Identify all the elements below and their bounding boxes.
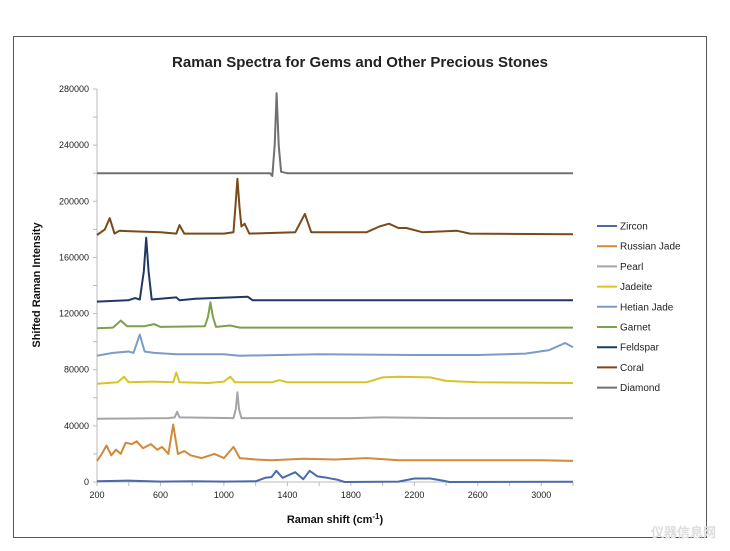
series-line-diamond <box>97 92 573 177</box>
y-axis-label: Shifted Raman Intensity <box>31 221 43 347</box>
legend-label: Coral <box>620 363 644 374</box>
y-tick-label: 120000 <box>59 309 89 319</box>
y-tick-label: 40000 <box>64 421 89 431</box>
series-line-jadeite <box>96 371 574 385</box>
y-tick-label: 0 <box>84 477 89 487</box>
chart-frame <box>13 36 707 538</box>
x-tick-label: 3000 <box>531 490 551 500</box>
legend-label: Hetian Jade <box>620 302 674 313</box>
x-tick-label: 200 <box>89 490 104 500</box>
series-line-garnet <box>96 301 573 330</box>
x-tick-label: 2200 <box>404 490 424 500</box>
y-tick-label: 160000 <box>59 252 89 262</box>
x-tick-label: 1000 <box>214 490 234 500</box>
axes: 0 40000 80000 120000 160000 200000 240000 28000… <box>59 84 574 500</box>
series-line-russian-jade <box>96 423 574 462</box>
x-tick-label: 600 <box>153 490 168 500</box>
legend-label: Russian Jade <box>620 242 681 253</box>
legend: Zircon Russian Jade Pearl Jadeite Hetian Jad… <box>597 222 681 394</box>
x-tick-label: 1400 <box>277 490 297 500</box>
series-line-hetian-jade <box>96 333 574 357</box>
legend-label: Garnet <box>620 323 651 334</box>
y-tick-label: 240000 <box>59 140 89 150</box>
series-line-zircon <box>96 469 574 483</box>
series-line-coral <box>96 177 574 236</box>
x-tick-label: 1800 <box>341 490 361 500</box>
watermark: 仪器信息网 <box>650 525 716 540</box>
y-tick-label: 200000 <box>59 196 89 206</box>
legend-label: Zircon <box>620 222 648 233</box>
series-lines <box>96 92 574 483</box>
y-tick-label: 280000 <box>59 84 89 94</box>
y-tick-label: 80000 <box>64 365 89 375</box>
x-axis-label: Raman shift (cm-1) <box>287 512 384 526</box>
legend-label: Feldspar <box>620 343 660 354</box>
legend-label: Jadeite <box>620 282 653 293</box>
chart-title: Raman Spectra for Gems and Other Preciou… <box>172 54 548 71</box>
series-line-feldspar <box>96 236 573 303</box>
x-tick-label: 2600 <box>468 490 488 500</box>
legend-label: Diamond <box>620 383 660 394</box>
series-line-pearl <box>96 391 573 420</box>
legend-label: Pearl <box>620 262 643 273</box>
